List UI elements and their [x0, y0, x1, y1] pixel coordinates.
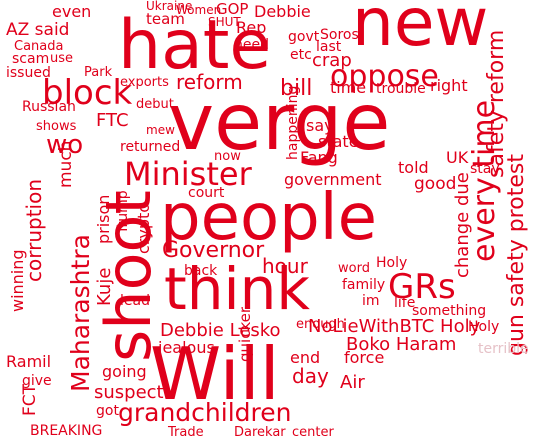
- word-will: Will: [150, 332, 280, 416]
- word-state: state: [318, 132, 359, 151]
- word-suspect: suspect: [94, 382, 164, 403]
- word-mew: mew: [146, 123, 175, 137]
- word-gun-safety-protest: gun safety protest: [504, 154, 529, 356]
- word-women: Women: [176, 3, 222, 17]
- word-maharashtra: Maharashtra: [66, 234, 95, 392]
- word-something: something: [412, 303, 487, 319]
- word-returned: returned: [120, 139, 181, 155]
- word-canada: Canada: [14, 39, 64, 54]
- word-good: good: [414, 174, 457, 194]
- word-etc: etc: [290, 47, 312, 63]
- word-air: Air: [340, 372, 365, 393]
- word-park: Park: [84, 65, 113, 80]
- word-uk: UK: [446, 148, 469, 167]
- word-fang: Fang: [300, 148, 338, 167]
- word-kuje: Kuje: [94, 267, 115, 306]
- word-happening: happening: [285, 85, 301, 160]
- word-debbie-lesko: Debbie Lesko: [160, 320, 281, 341]
- word-last: last: [316, 39, 342, 55]
- word-life: life: [394, 295, 416, 311]
- word-now: now: [214, 149, 241, 164]
- word-even: even: [52, 2, 92, 21]
- word-az-said: AZ said: [6, 20, 70, 40]
- word-grandchildren: grandchildren: [118, 398, 292, 427]
- word-grs: GRs: [388, 267, 456, 307]
- word-got: got: [96, 403, 119, 419]
- word-much: much: [56, 140, 76, 188]
- word-gop: GOP: [216, 0, 249, 18]
- word-im: im: [362, 293, 380, 309]
- word-issued: issued: [6, 65, 51, 81]
- word-use: use: [50, 51, 74, 66]
- word-soros: Soros: [320, 27, 359, 43]
- word-shut: SHUT: [208, 15, 241, 29]
- word-russian: Russian: [22, 99, 76, 115]
- word-shows: shows: [36, 119, 77, 134]
- word-center: center: [292, 425, 334, 440]
- word-debbie: Debbie: [254, 2, 311, 21]
- word-stay: stay: [470, 161, 500, 177]
- word-trump: Trump: [115, 190, 131, 234]
- word-govt: govt: [288, 29, 320, 45]
- word-corruption: corruption: [22, 178, 46, 282]
- word-block: block: [42, 73, 133, 113]
- word-ukraine: Ukraine: [146, 0, 193, 13]
- word-darekar: Darekar: [234, 425, 286, 440]
- word-minister: Minister: [124, 155, 252, 193]
- word-winning: winning: [8, 249, 27, 312]
- word-hour: hour: [262, 254, 308, 278]
- word-day: day: [292, 364, 329, 388]
- word-trade: Trade: [168, 425, 204, 440]
- word-say: say: [306, 116, 334, 135]
- word-end: end: [290, 348, 321, 367]
- word-nolie-holy: NoLieWithBTC Holy: [308, 316, 481, 337]
- word-quicker: quicker: [236, 307, 254, 362]
- word-breaking: BREAKING: [30, 423, 103, 439]
- word-wo: wo: [46, 130, 84, 160]
- word-holy-2: Holy: [468, 319, 500, 335]
- word-crypto: crypto: [134, 202, 153, 254]
- word-told: told: [398, 158, 429, 177]
- word-hate: hate: [118, 6, 272, 85]
- word-give: give: [22, 373, 52, 389]
- word-rep: Rep: [236, 18, 267, 37]
- word-new: new: [352, 0, 489, 61]
- word-enough: enough: [296, 317, 345, 332]
- word-right: right: [430, 76, 468, 95]
- word-family: family: [342, 277, 386, 293]
- word-crap: crap: [312, 50, 352, 71]
- word-trouble: trouble: [376, 81, 426, 97]
- word-ramil: Ramil: [6, 352, 52, 371]
- word-reform: reform: [176, 70, 243, 94]
- word-government: government: [284, 170, 382, 189]
- word-court: court: [188, 185, 225, 201]
- word-prison: prison: [94, 194, 113, 244]
- word-jealous: jealous: [158, 338, 215, 357]
- word-scam: scam: [12, 51, 50, 67]
- word-holy: Holy: [376, 255, 408, 271]
- word-going: going: [102, 362, 147, 381]
- word-debut: debut: [136, 97, 174, 112]
- word-terrible: terrible: [478, 341, 529, 357]
- word-verge: verge: [168, 78, 391, 168]
- word-back: back: [184, 263, 218, 279]
- word-people: people: [160, 181, 377, 255]
- word-time: time: [330, 78, 367, 97]
- word-bill: bill: [280, 76, 313, 101]
- word-team: team: [146, 10, 185, 28]
- word-ftc: FTC: [96, 110, 129, 131]
- word-force: force: [344, 348, 385, 367]
- word-word: word: [338, 261, 370, 276]
- word-boko-haram: Boko Haram: [346, 334, 457, 355]
- word-fct: FCT: [20, 383, 40, 416]
- word-change-due: change due: [452, 172, 473, 278]
- word-oppose: oppose: [330, 59, 439, 94]
- word-need: need: [234, 37, 269, 53]
- word-exports: exports: [120, 75, 169, 90]
- word-governor: Governor: [162, 238, 265, 263]
- word-think: think: [164, 255, 310, 323]
- word-lead: lead: [120, 293, 150, 309]
